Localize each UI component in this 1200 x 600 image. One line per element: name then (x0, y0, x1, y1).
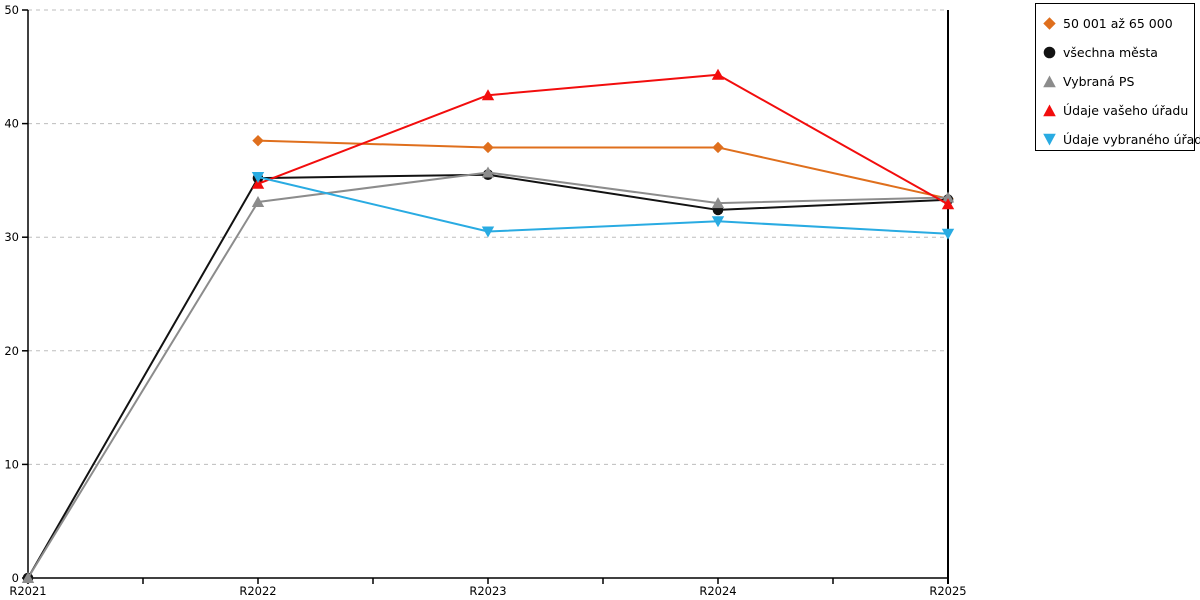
legend-item-label: 50 001 až 65 000 (1063, 16, 1173, 31)
y-tick-label: 30 (4, 230, 19, 244)
legend-item: 50 001 až 65 000 (1043, 9, 1194, 38)
series-line-3 (257, 73, 949, 206)
triangle-up-marker (481, 166, 495, 178)
triangle-down-marker (481, 226, 495, 238)
y-tick-label: 50 (4, 3, 19, 17)
legend-item-label: Vybraná PS (1063, 74, 1135, 89)
x-tick-label: R2023 (469, 584, 506, 598)
triangle-down-marker (711, 216, 725, 228)
triangle-up-marker (941, 198, 955, 210)
x-tick-label: R2021 (9, 584, 46, 598)
triangle-up-icon-shape (1043, 75, 1056, 88)
triangle-up-marker (251, 177, 265, 189)
triangle-up-icon (1043, 75, 1056, 88)
legend-item-label: všechna města (1063, 45, 1158, 60)
diamond-marker (482, 141, 494, 154)
legend-item: Údaje vybraného úřadu (1043, 125, 1200, 154)
triangle-up-marker (941, 191, 955, 203)
triangle-up-icon-shape (1043, 104, 1056, 117)
y-tick-label: 20 (4, 344, 19, 358)
triangle-up-marker (251, 195, 265, 207)
diamond-marker (712, 141, 724, 154)
legend-item-label: Údaje vašeho úřadu (1063, 103, 1189, 118)
triangle-up-icon (1043, 104, 1056, 117)
diamond-icon (1043, 17, 1056, 30)
x-tick-label: R2024 (699, 584, 736, 598)
triangle-up-marker (21, 572, 35, 583)
diamond-marker (252, 134, 264, 147)
triangle-up-marker (711, 68, 725, 80)
triangle-up-marker (481, 89, 495, 101)
series-line-4 (257, 176, 949, 235)
triangle-up-marker (711, 197, 725, 209)
legend: 50 001 až 65 000 všechna města Vybraná PS Ú… (1035, 3, 1200, 154)
legend-item: Údaje vašeho úřadu (1043, 96, 1194, 125)
y-tick-label: 0 (12, 571, 19, 585)
legend-item: všechna města (1043, 38, 1194, 67)
triangle-down-marker (941, 228, 955, 240)
series-line-0 (257, 139, 949, 200)
legend-item: Vybraná PS (1043, 67, 1194, 96)
x-tick-label: R2022 (239, 584, 276, 598)
x-tick-label: R2025 (929, 584, 966, 598)
y-tick-label: 10 (4, 457, 19, 471)
triangle-down-marker (251, 171, 265, 183)
triangle-down-icon (1043, 133, 1056, 146)
legend-item-label: Údaje vybraného úřadu (1063, 132, 1200, 147)
triangle-down-icon-shape (1043, 133, 1056, 146)
diamond-icon-shape (1043, 17, 1056, 30)
y-tick-label: 40 (4, 117, 19, 131)
circle-icon-shape (1043, 46, 1056, 59)
circle-icon (1043, 46, 1056, 59)
